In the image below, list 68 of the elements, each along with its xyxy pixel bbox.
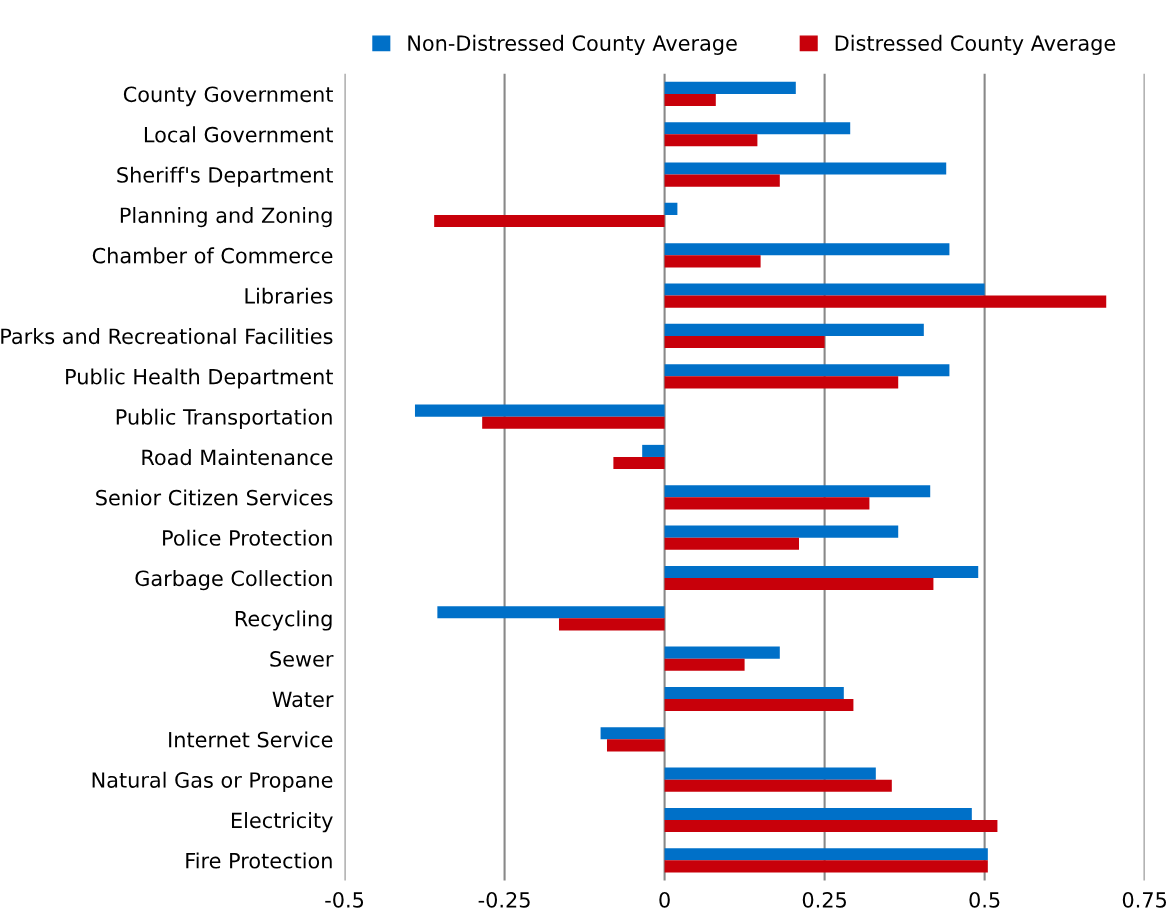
- y-tick-label: County Government: [123, 86, 333, 107]
- y-tick-label: Sewer: [270, 651, 334, 667]
- y-tick-label: Libraries: [245, 287, 333, 304]
- bar: [664, 255, 761, 268]
- bar: [664, 485, 931, 498]
- x-tick-label: 0.25: [802, 891, 846, 908]
- bar: [606, 739, 665, 752]
- y-tick-label: Chamber of Commerce: [92, 247, 333, 264]
- bar: [664, 122, 851, 135]
- x-tick-label: 0: [659, 891, 670, 908]
- bar: [664, 93, 716, 107]
- y-tick-label: Fire Protection: [186, 852, 332, 869]
- y-tick-label: Water: [272, 691, 334, 708]
- bar: [434, 214, 665, 228]
- y-tick-label: Electricity: [232, 812, 333, 833]
- y-tick-label: Sheriff's Department: [117, 166, 333, 187]
- bar: [664, 295, 1107, 308]
- bar: [664, 376, 899, 389]
- bar: [664, 323, 924, 336]
- bar: [664, 698, 854, 712]
- bar: [642, 444, 665, 457]
- x-tick-label: -0.25: [478, 891, 530, 908]
- bar: [664, 81, 796, 94]
- y-tick-label: Planning and Zoning: [120, 207, 332, 228]
- y-tick-label: Local Government: [144, 126, 333, 143]
- y-tick-label: Parks and Recreational Facilities: [1, 328, 333, 345]
- bar: [437, 606, 665, 619]
- bar: [558, 618, 665, 631]
- bar: [664, 174, 780, 187]
- y-tick-label: Recycling: [235, 610, 332, 631]
- bar: [664, 820, 998, 833]
- bar: [664, 860, 988, 873]
- bar: [664, 243, 950, 256]
- bar: [664, 658, 745, 671]
- bar: [600, 727, 665, 740]
- y-tick-label: Garbage Collection: [135, 570, 332, 591]
- x-tick-label: 0.75: [1122, 891, 1167, 908]
- bar: [664, 848, 988, 861]
- bar: [664, 686, 844, 699]
- bar: [664, 364, 950, 377]
- bar: [664, 646, 780, 659]
- y-tick-label: Internet Service: [169, 731, 333, 748]
- bar: [664, 779, 892, 792]
- bar: [664, 767, 876, 780]
- bar: [664, 335, 825, 349]
- bar: [414, 404, 665, 417]
- bar: [664, 577, 934, 591]
- x-tick-label: -0.5: [325, 891, 364, 908]
- legend-label: Non-Distressed County Average: [408, 34, 737, 56]
- y-tick-label: Public Health Department: [66, 368, 333, 389]
- bar: [664, 537, 800, 550]
- bar: [482, 416, 665, 429]
- bar: [664, 565, 979, 578]
- bar: [664, 162, 947, 175]
- bar: [664, 202, 678, 215]
- legend-label: Distressed County Average: [835, 34, 1116, 56]
- y-tick-label: Natural Gas or Propane: [92, 771, 333, 792]
- bar: [664, 807, 972, 820]
- y-tick-label: Senior Citizen Services: [96, 489, 333, 506]
- bar: [613, 456, 665, 470]
- bar: [664, 283, 985, 296]
- y-tick-label: Public Transportation: [116, 408, 332, 429]
- bar: [664, 497, 870, 510]
- bar: [664, 134, 758, 147]
- x-tick-label: 0.5: [969, 891, 1000, 908]
- bar: [664, 525, 899, 538]
- y-tick-label: Police Protection: [163, 529, 332, 546]
- y-tick-label: Road Maintenance: [142, 449, 333, 466]
